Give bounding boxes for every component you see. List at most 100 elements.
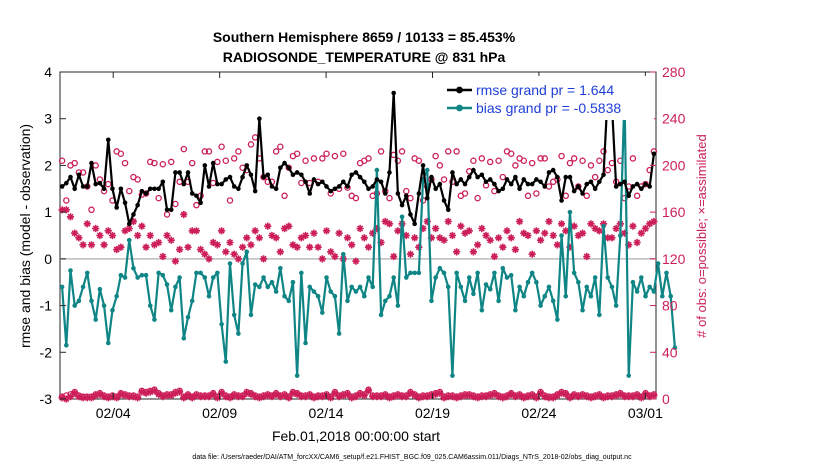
obs-possible-marker (528, 159, 536, 167)
obs-assimilated-marker (205, 255, 213, 263)
rmse-point (483, 179, 489, 185)
obs-possible-marker (319, 155, 326, 162)
rmse-point (647, 184, 652, 189)
obs-assimilated-low-marker (364, 387, 373, 395)
obs-assimilated-low-marker (247, 390, 255, 398)
bias-point (341, 251, 346, 257)
x-tick-label: 02/19 (415, 405, 450, 421)
rmse-point (475, 174, 480, 180)
rmse-point (592, 186, 598, 192)
bias-point (462, 298, 468, 304)
obs-assimilated-low-marker (469, 393, 478, 401)
rmse-point (471, 167, 476, 173)
obs-possible-marker (340, 150, 347, 157)
obs-possible-marker (146, 158, 154, 166)
rmse-point (362, 179, 367, 185)
obs-assimilated-low-marker (213, 394, 221, 402)
bias-point (458, 284, 464, 290)
bias-point (227, 261, 233, 266)
rmse-point (626, 193, 632, 199)
obs-assimilated-marker (192, 227, 201, 235)
rmse-point (135, 202, 140, 208)
obs-possible-marker (71, 159, 78, 167)
rmse-point (114, 205, 119, 210)
obs-assimilated-marker (360, 234, 368, 242)
obs-assimilated-marker (104, 227, 112, 235)
obs-assimilated-low-marker (419, 393, 427, 401)
rmse-point (177, 170, 182, 175)
bias-point (185, 314, 191, 320)
y-right-tick-label: 280 (662, 64, 686, 80)
bias-point (634, 289, 640, 294)
obs-assimilated-marker (213, 241, 221, 249)
obs-possible-marker (281, 192, 288, 200)
obs-assimilated-low-marker (398, 393, 406, 401)
obs-assimilated-low-marker (92, 391, 100, 400)
bias-point (660, 293, 665, 299)
rmse-point (542, 184, 548, 189)
obs-assimilated-low-marker (620, 393, 629, 401)
obs-possible-marker (495, 157, 502, 165)
rmse-point (76, 172, 82, 178)
y-left-tick-label: 2 (44, 157, 52, 173)
obs-assimilated-low-marker (230, 391, 238, 400)
rmse-point (219, 181, 224, 187)
rmse-point (399, 202, 405, 208)
bias-point (164, 282, 170, 287)
bias-point (173, 284, 178, 290)
obs-assimilated-low-marker (142, 389, 150, 397)
obs-assimilated-marker (436, 234, 444, 242)
obs-assimilated-marker (570, 222, 578, 230)
obs-assimilated-low-marker (448, 393, 457, 401)
obs-assimilated-low-marker (121, 391, 129, 400)
bias-point (580, 307, 585, 313)
obs-assimilated-marker (125, 224, 133, 233)
obs-assimilated-marker (188, 227, 196, 235)
obs-assimilated-marker (100, 241, 108, 249)
obs-assimilated-marker (117, 243, 125, 251)
obs-assimilated-low-marker (541, 393, 549, 401)
rmse-point (416, 191, 422, 196)
rmse-point (500, 186, 506, 192)
obs-assimilated-low-marker (310, 394, 318, 402)
bias-point (257, 284, 262, 290)
bias-point (84, 270, 90, 276)
obs-assimilated-low-marker (474, 394, 482, 402)
legend-rmse-label: rmse grand pr = 1.644 (476, 82, 614, 98)
obs-possible-marker (591, 173, 599, 181)
obs-assimilated-low-marker (637, 394, 645, 402)
obs-assimilated-marker (201, 250, 209, 258)
bias-point (571, 270, 577, 276)
obs-possible-marker (558, 152, 565, 160)
y-left-tick-label: 0 (44, 251, 52, 267)
obs-possible-marker (88, 206, 95, 214)
obs-assimilated-low-marker (583, 393, 591, 401)
obs-possible-marker (226, 197, 234, 204)
obs-assimilated-marker (121, 227, 129, 235)
obs-possible-marker (486, 158, 494, 166)
bias-point (320, 310, 325, 315)
obs-assimilated-marker (629, 222, 637, 230)
obs-possible-marker (310, 155, 318, 162)
obs-assimilated-low-marker (62, 395, 70, 403)
rmse-point (110, 186, 115, 192)
obs-assimilated-marker (180, 210, 188, 219)
obs-assimilated-marker (297, 234, 305, 242)
rmse-point (303, 179, 308, 185)
rmse-point (80, 184, 86, 189)
bias-point (139, 272, 145, 278)
obs-assimilated-marker (490, 252, 499, 261)
rmse-point (563, 174, 569, 180)
bias-point (135, 275, 140, 280)
obs-assimilated-marker (272, 234, 280, 242)
rmse-point (424, 195, 430, 201)
obs-assimilated-low-marker (369, 393, 377, 401)
obs-assimilated-marker (238, 243, 247, 251)
obs-possible-marker (155, 194, 162, 202)
bias-point (529, 270, 535, 276)
bias-point (416, 270, 422, 276)
obs-possible-marker (222, 157, 230, 165)
bias-point (643, 293, 648, 299)
obs-assimilated-marker (394, 227, 402, 235)
bias-point (244, 249, 250, 255)
